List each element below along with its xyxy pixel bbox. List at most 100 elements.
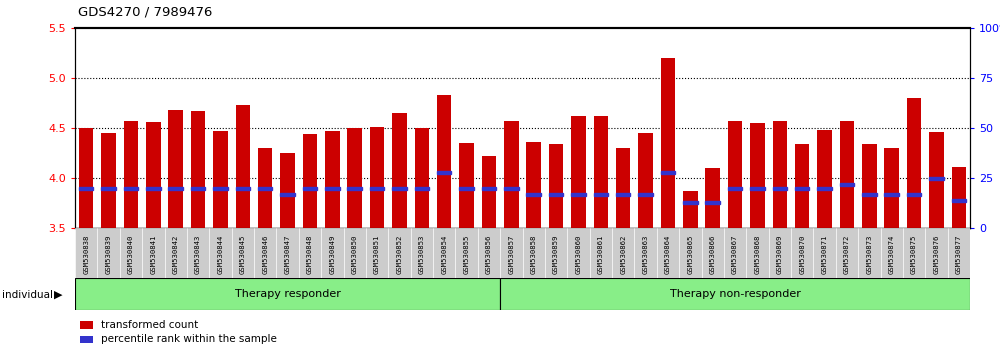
Bar [280,153,295,228]
Bar [415,187,429,190]
Text: GSM530870: GSM530870 [799,234,805,274]
Bar [724,228,746,278]
Bar [952,199,966,201]
Text: GSM530841: GSM530841 [150,234,156,274]
Bar [437,171,451,173]
Bar [299,228,321,278]
Text: GSM530846: GSM530846 [262,234,268,274]
Text: GSM530875: GSM530875 [911,234,917,274]
Bar [370,127,384,228]
Bar [549,144,563,228]
Bar [952,167,966,228]
Bar [526,142,541,228]
Text: GSM530873: GSM530873 [866,234,872,274]
Bar [907,98,921,228]
Bar [657,228,679,278]
Text: GSM530838: GSM530838 [83,234,89,274]
Bar [929,132,944,228]
Bar [388,228,411,278]
Bar [661,58,675,228]
Bar [594,193,608,195]
Text: GSM530855: GSM530855 [464,234,470,274]
Text: GSM530857: GSM530857 [508,234,514,274]
Bar [590,228,612,278]
Bar [213,131,228,228]
Bar [571,193,586,195]
Bar [236,187,250,190]
Bar [773,121,787,228]
Text: GSM530872: GSM530872 [844,234,850,274]
Bar [276,228,299,278]
Text: individual: individual [2,290,53,299]
Bar [795,187,809,190]
Bar [325,187,340,190]
Bar [881,228,903,278]
Text: GSM530845: GSM530845 [240,234,246,274]
Text: GSM530865: GSM530865 [687,234,693,274]
Text: GSM530874: GSM530874 [889,234,895,274]
Bar [168,110,183,228]
Bar [142,228,164,278]
Text: GSM530859: GSM530859 [553,234,559,274]
Bar [862,144,877,228]
Bar [571,116,586,228]
Bar [683,191,698,228]
Text: percentile rank within the sample: percentile rank within the sample [101,335,277,344]
Bar [728,187,742,190]
Bar [750,187,765,190]
Bar [504,187,519,190]
Bar [925,228,948,278]
Text: GSM530858: GSM530858 [531,234,537,274]
Bar [254,228,276,278]
Bar [347,129,362,228]
Bar [455,228,478,278]
Bar [191,111,205,228]
Bar [97,228,120,278]
Text: GSM530853: GSM530853 [419,234,425,274]
Bar [303,187,317,190]
Bar [321,228,344,278]
Bar [459,187,474,190]
Bar [101,133,116,228]
Bar [437,95,451,228]
Text: GSM530852: GSM530852 [396,234,402,274]
Bar [862,193,877,195]
Bar [236,105,250,228]
FancyBboxPatch shape [500,278,970,310]
Text: GSM530839: GSM530839 [106,234,112,274]
Bar [884,148,899,228]
Bar [836,228,858,278]
Bar [366,228,388,278]
Bar [705,201,720,204]
Bar [191,187,205,190]
Bar [567,228,590,278]
Bar [616,148,630,228]
Bar [702,228,724,278]
Text: GSM530861: GSM530861 [598,234,604,274]
Bar [683,201,698,204]
Bar [168,187,183,190]
Text: GSM530851: GSM530851 [374,234,380,274]
Bar [638,193,653,195]
Text: GSM530877: GSM530877 [956,234,962,274]
Bar [482,187,496,190]
Text: GDS4270 / 7989476: GDS4270 / 7989476 [78,5,212,18]
Bar [638,133,653,228]
Bar [258,148,272,228]
Bar [482,156,496,228]
Text: Therapy non-responder: Therapy non-responder [670,289,800,299]
Text: GSM530868: GSM530868 [754,234,760,274]
Text: GSM530866: GSM530866 [710,234,716,274]
Bar [213,187,228,190]
Bar [545,228,567,278]
Bar [146,187,161,190]
Text: GSM530862: GSM530862 [620,234,626,274]
Bar [146,122,161,228]
Text: GSM530844: GSM530844 [217,234,223,274]
Text: GSM530876: GSM530876 [933,234,939,274]
Bar [661,171,675,173]
Bar [101,187,116,190]
Text: ▶: ▶ [54,290,62,299]
Bar [705,169,720,228]
Bar [634,228,657,278]
